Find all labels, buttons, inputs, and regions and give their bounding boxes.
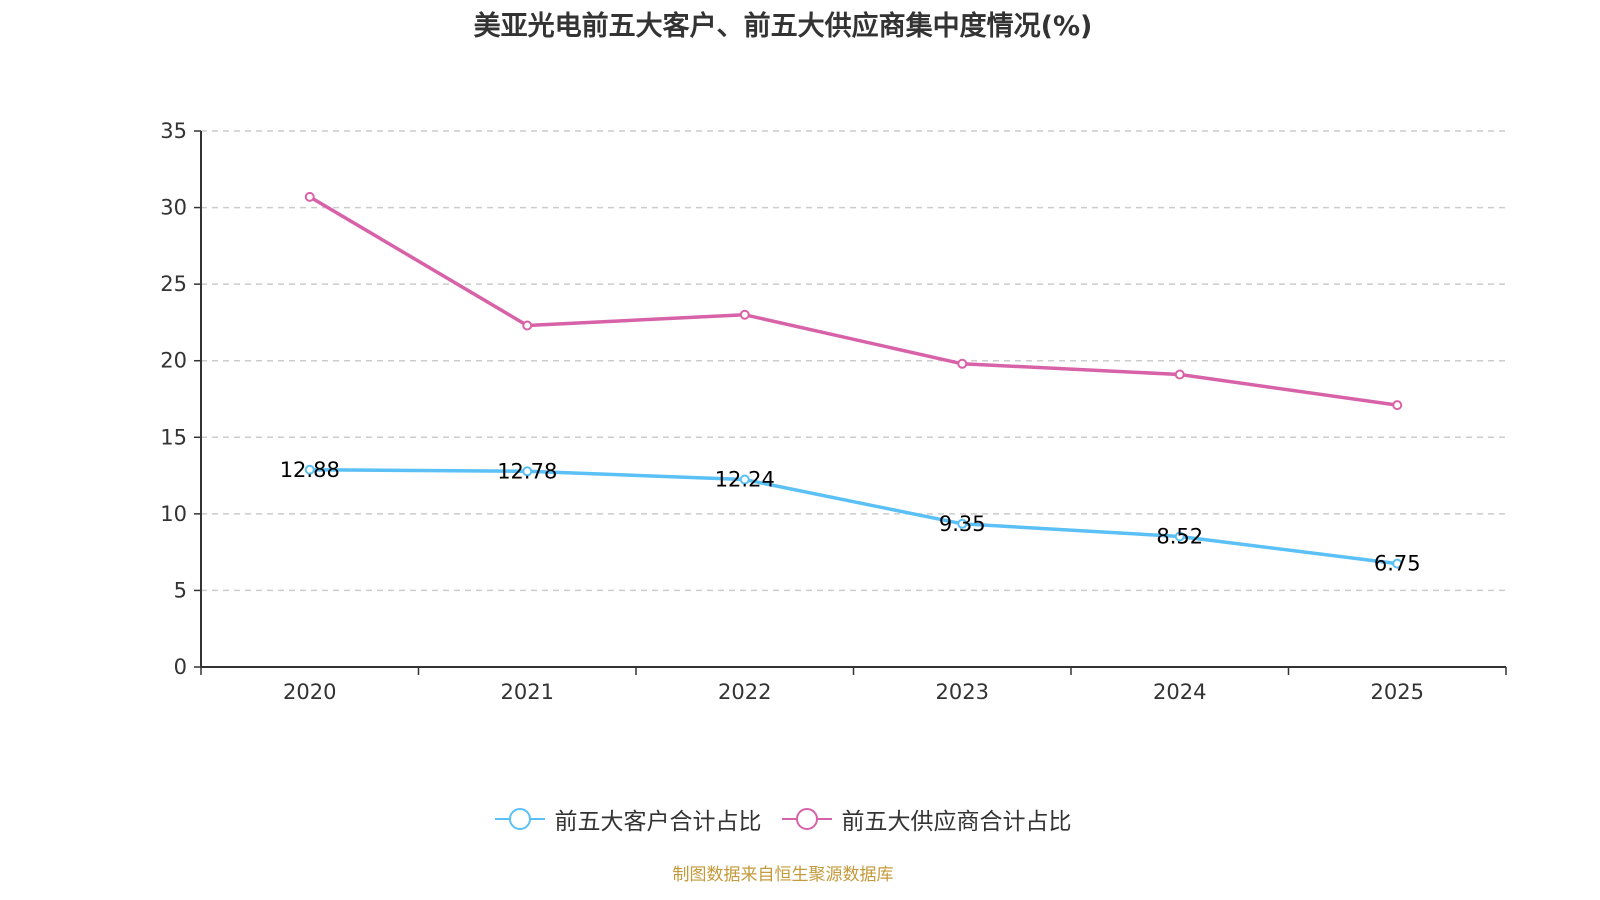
legend-line-circle-icon bbox=[494, 808, 545, 830]
legend-item-suppliers[interactable]: 前五大供应商合计占比 bbox=[781, 802, 1072, 836]
series-line-1 bbox=[308, 195, 1398, 407]
y-tick-label: 5 bbox=[174, 578, 187, 602]
series-layer bbox=[304, 191, 1403, 569]
series-line-0 bbox=[309, 468, 1398, 566]
data-point bbox=[1174, 531, 1185, 542]
legend-label: 前五大客户合计占比 bbox=[554, 809, 762, 835]
x-tick-label: 2021 bbox=[501, 680, 554, 704]
data-point bbox=[522, 320, 533, 331]
x-tick-label: 2023 bbox=[936, 680, 989, 704]
y-tick-label: 15 bbox=[160, 425, 187, 449]
legend-line-circle-icon bbox=[781, 808, 832, 830]
y-tick-label: 35 bbox=[160, 119, 187, 143]
y-tick-label: 20 bbox=[160, 349, 187, 373]
data-label: 9.35 bbox=[939, 512, 986, 536]
data-point bbox=[957, 358, 968, 369]
y-tick-label: 25 bbox=[160, 272, 187, 296]
y-tick-label: 10 bbox=[160, 502, 187, 526]
data-point bbox=[739, 309, 750, 320]
chart-title: 美亚光电前五大客户、前五大供应商集中度情况(%) bbox=[473, 11, 1093, 42]
legend-label: 前五大供应商合计占比 bbox=[841, 809, 1072, 835]
data-label: 6.75 bbox=[1374, 552, 1421, 576]
legend: 前五大客户合计占比 前五大供应商合计占比 bbox=[0, 802, 1566, 836]
data-point bbox=[957, 518, 968, 529]
data-point bbox=[522, 466, 533, 477]
data-point bbox=[304, 464, 315, 475]
data-point bbox=[1174, 369, 1185, 380]
legend-item-customers[interactable]: 前五大客户合计占比 bbox=[494, 802, 762, 836]
grid-lines bbox=[201, 130, 1506, 592]
source-note: 制图数据来自恒生聚源数据库 bbox=[672, 865, 894, 885]
y-tick-label: 0 bbox=[174, 655, 187, 679]
data-label: 12.88 bbox=[280, 458, 340, 482]
y-tick-label: 30 bbox=[160, 196, 187, 220]
data-point bbox=[1392, 400, 1403, 411]
data-label: 12.24 bbox=[715, 468, 775, 492]
data-label: 8.52 bbox=[1156, 525, 1203, 549]
x-tick-label: 2024 bbox=[1153, 680, 1206, 704]
data-label: 12.78 bbox=[497, 459, 557, 483]
x-tick-label: 2022 bbox=[718, 680, 771, 704]
data-labels: 12.88 12.78 12.24 9.35 8.52 6.75 bbox=[280, 458, 1421, 576]
data-point bbox=[304, 191, 315, 202]
data-point bbox=[1392, 558, 1403, 569]
data-point bbox=[739, 474, 750, 485]
x-tick-label: 2025 bbox=[1371, 680, 1424, 704]
x-tick-label: 2020 bbox=[283, 680, 336, 704]
